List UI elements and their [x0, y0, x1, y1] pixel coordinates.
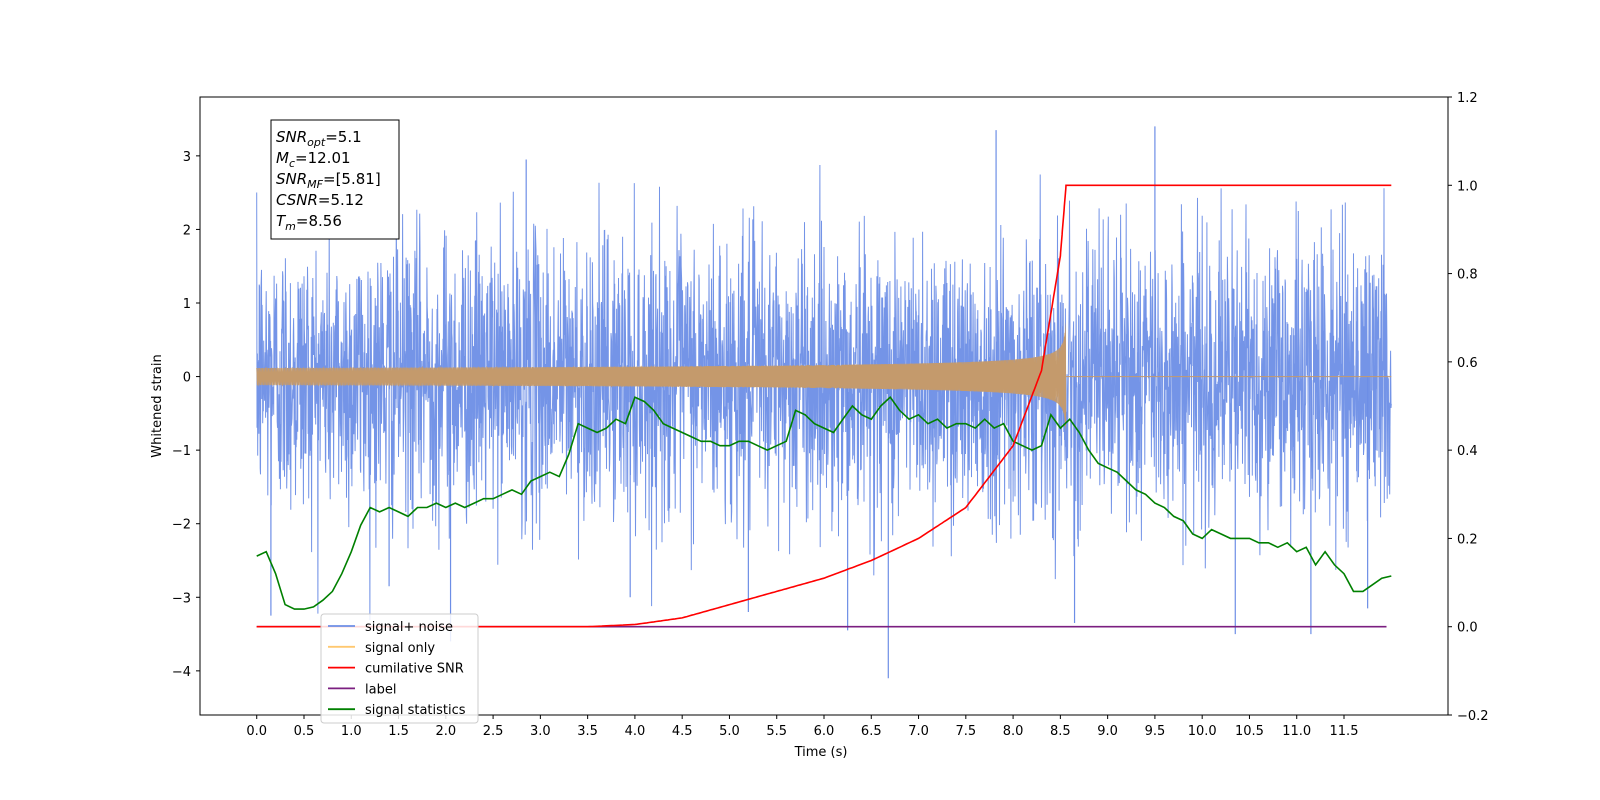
y-tick-label: −2: [172, 518, 191, 533]
x-tick-label: 3.5: [577, 724, 598, 739]
x-axis-label: Time (s): [794, 745, 848, 760]
signal-noise-line: [256, 164, 1392, 621]
cumulative-snr-line: [256, 184, 1392, 628]
annotation-line: Mc=12.01: [276, 149, 351, 170]
x-tick-label: 4.0: [625, 724, 646, 739]
signal-only-series: [256, 321, 1392, 432]
signal-statistics-line: [256, 395, 1392, 610]
x-tick-label: 10.5: [1235, 724, 1264, 739]
x-tick-label: 8.5: [1050, 724, 1071, 739]
y-tick-label: 0: [183, 371, 191, 386]
x-tick-label: 9.0: [1097, 724, 1118, 739]
y2-tick-label: 1.2: [1457, 91, 1478, 106]
x-tick-label: 6.0: [814, 724, 835, 739]
legend-entry: signal only: [365, 641, 435, 656]
annotation-line: CSNR=5.12: [276, 191, 364, 209]
annotation-line: SNRopt=5.1: [276, 128, 362, 149]
x-tick-label: 1.5: [388, 724, 409, 739]
x-tick-label: 7.0: [908, 724, 929, 739]
y2-tick-label: 0.4: [1457, 444, 1478, 459]
y-axis-left: −4 −3 −2 −1 0 1 2 3: [172, 150, 200, 680]
y-axis-right: −0.2 0.0 0.2 0.4 0.6 0.8 1.0 1.2: [1448, 91, 1489, 724]
x-tick-label: 2.0: [435, 724, 456, 739]
y-tick-label: 1: [183, 297, 191, 312]
legend-entry: cumilative SNR: [365, 662, 464, 677]
y2-tick-label: −0.2: [1457, 709, 1489, 724]
y2-tick-label: 0.2: [1457, 532, 1478, 547]
y-tick-label: −3: [172, 591, 191, 606]
x-axis: 0.0 0.5 1.0 1.5 2.0 2.5 3.0 3.5 4.0 4.5 5.0 5.5 6.0 6…: [246, 715, 1358, 739]
annotation-frame: [270, 119, 400, 240]
x-tick-label: 6.5: [861, 724, 882, 739]
x-tick-label: 0.0: [246, 724, 267, 739]
y2-tick-label: 0.8: [1457, 268, 1478, 283]
signal-only-envelope: [842, 321, 1066, 432]
legend-frame: [320, 613, 479, 724]
signal-noise-series: [256, 126, 1392, 679]
x-tick-label: 9.5: [1145, 724, 1166, 739]
x-tick-label: 11.5: [1330, 724, 1359, 739]
y2-tick-label: 0.6: [1457, 356, 1478, 371]
y-tick-label: −1: [172, 444, 191, 459]
legend-entry: label: [365, 682, 396, 697]
y-tick-label: 2: [183, 223, 191, 238]
y-tick-label: −4: [172, 665, 191, 680]
x-tick-label: 1.0: [341, 724, 362, 739]
x-tick-label: 4.5: [672, 724, 693, 739]
x-tick-label: 5.0: [719, 724, 740, 739]
annotation-line: Tm=8.56: [276, 212, 342, 233]
y-axis-label: Whitened strain: [150, 354, 165, 457]
legend-entry: signal statistics: [365, 703, 466, 718]
x-tick-label: 2.5: [483, 724, 504, 739]
y-tick-label: 3: [183, 150, 191, 165]
y2-tick-label: 0.0: [1457, 621, 1478, 636]
x-tick-label: 8.0: [1003, 724, 1024, 739]
x-tick-label: 10.0: [1188, 724, 1217, 739]
x-tick-label: 11.0: [1282, 724, 1311, 739]
x-tick-label: 5.5: [766, 724, 787, 739]
x-tick-label: 7.5: [955, 724, 976, 739]
y2-tick-label: 1.0: [1457, 179, 1478, 194]
x-tick-label: 0.5: [294, 724, 315, 739]
annotation-line: SNRMF=[5.81]: [276, 170, 381, 191]
legend-entry: signal+ noise: [365, 620, 453, 635]
x-tick-label: 3.0: [530, 724, 551, 739]
legend: signal+ noise signal only cumilative SNR la…: [320, 613, 479, 724]
